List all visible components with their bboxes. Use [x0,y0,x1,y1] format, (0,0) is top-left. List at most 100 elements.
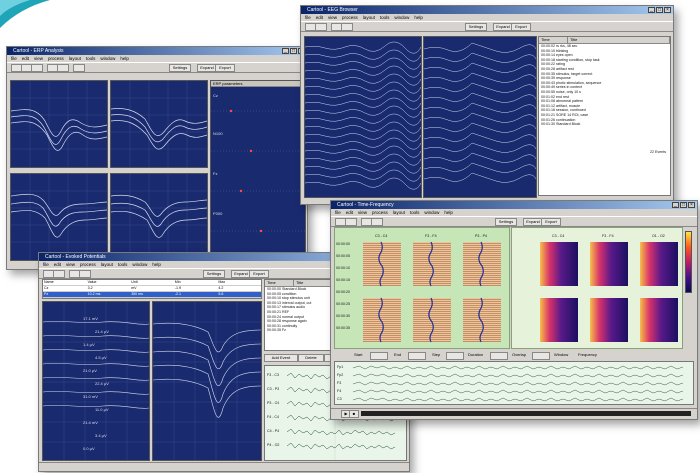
table-row[interactable]: Cz 3.2 mV -1.9 4.2 [43,286,261,292]
column-header[interactable]: Title [568,37,670,43]
toolbar-button[interactable] [73,64,85,72]
list-item[interactable]: 00:00:31 continuity [267,323,298,328]
control-field[interactable] [370,352,388,360]
export-button[interactable]: Export [215,64,235,72]
event-list[interactable]: Time Title 00:00:02 rs rks, 48 sec 00:00:… [538,36,671,196]
menu-file[interactable]: file [305,15,311,20]
settings-button[interactable]: Settings [495,218,517,226]
menu-edit[interactable]: edit [21,56,30,61]
list-item[interactable]: 00:01:16 session, continued [541,108,586,113]
maximize-button[interactable]: □ [680,202,687,208]
raster-panel[interactable]: 00:00:00 00:00:05 00:00:10 00:00:15 00:00:20… [334,227,510,349]
control-field[interactable] [532,352,550,360]
list-item[interactable]: 00:00:22 rating [541,62,565,67]
list-item[interactable]: 00:01:30 Standard Block [541,122,581,127]
menu-file[interactable]: file [335,210,341,215]
minimize-button[interactable]: _ [648,7,655,13]
menu-file[interactable]: file [11,56,17,61]
eeg-trace-panel[interactable] [423,36,537,198]
toolbar-button[interactable] [345,218,357,226]
menu-tools[interactable]: tools [379,15,390,20]
list-item[interactable]: 00:00:28 response again [267,319,307,324]
menu-view[interactable]: view [358,210,368,215]
list-item[interactable]: 00:01:12 artifact, muscle [541,103,581,108]
list-item[interactable]: 00:00:00 Standard Block [267,287,307,291]
evoked-panel[interactable] [152,301,262,461]
settings-button[interactable]: Settings [465,23,487,31]
menu-layout[interactable]: layout [100,262,113,267]
menu-help[interactable]: help [414,15,423,20]
list-item[interactable]: 00:00:55 noise, only 10 s [541,89,581,94]
menu-file[interactable]: file [43,262,49,267]
list-item[interactable]: 00:01:08 abnormal pattern [541,99,584,104]
menu-process[interactable]: process [342,15,358,20]
minimize-button[interactable]: _ [282,48,289,54]
expand-button[interactable]: Expand [197,64,217,72]
stop-button[interactable]: ■ [349,410,359,418]
list-item[interactable]: 00:01:26 continuation [541,117,576,122]
toolbar-button[interactable] [57,64,69,72]
list-item[interactable]: 00:00:10 blinking [541,48,569,53]
maximize-button[interactable]: □ [290,48,297,54]
menu-view[interactable]: view [34,56,44,61]
column-header[interactable]: Unit [131,280,138,284]
list-item[interactable]: 00:00:18 starting condition, stop task [541,57,600,62]
add-event-button[interactable]: Add Event [264,354,298,362]
list-item[interactable]: 00:00:35 stimulus, target correct [541,71,593,76]
menu-tools[interactable]: tools [117,262,128,267]
menu-window[interactable]: window [100,56,116,61]
menu-edit[interactable]: edit [315,15,324,20]
menu-window[interactable]: window [132,262,148,267]
time-frequency-panel[interactable]: C3 - C4 F3 - F4 O1 - O2 [511,227,683,349]
erp-panel[interactable] [10,173,108,261]
menu-process[interactable]: process [372,210,388,215]
column-header[interactable]: Name [44,280,54,284]
control-field[interactable] [408,352,426,360]
list-item[interactable]: 00:00:14 eyes open [541,53,573,58]
delete-event-button[interactable]: Delete [298,354,324,362]
menu-view[interactable]: view [328,15,338,20]
toolbar-button[interactable] [31,64,43,72]
minimize-button[interactable]: _ [672,202,679,208]
list-item[interactable]: 00:00:10 stop stimulus unit [267,296,310,301]
menu-tools[interactable]: tools [409,210,420,215]
toolbar-button[interactable] [315,23,327,31]
list-item[interactable]: 00:00:28 artifact rest [541,66,574,71]
column-header[interactable]: Value [87,280,97,284]
maximize-button[interactable]: □ [656,7,663,13]
list-item[interactable]: 00:00:24 normal output [267,314,304,319]
expand-button[interactable]: Expand [493,23,513,31]
eeg-trace-panel[interactable] [304,36,422,198]
menu-edit[interactable]: edit [53,262,62,267]
menu-process[interactable]: process [80,262,96,267]
measurement-table[interactable]: Name Value Unit Min Max Cz 3.2 mV -1.9 4… [42,279,262,299]
menu-edit[interactable]: edit [345,210,354,215]
export-button[interactable]: Export [541,218,561,226]
menu-layout[interactable]: layout [392,210,405,215]
settings-button[interactable]: Settings [203,270,225,278]
toolbar-button[interactable] [371,218,383,226]
list-item[interactable]: 00:00:02 rs rks, 48 sec [541,44,578,48]
list-item[interactable]: 00:00:21 REF [267,309,290,314]
export-button[interactable]: Export [249,270,269,278]
column-header[interactable]: Time [265,280,294,286]
list-item[interactable]: 00:00:17 stimulus audio [267,305,305,310]
column-header[interactable]: Max [218,280,226,284]
expand-button[interactable]: Expand [523,218,543,226]
column-header[interactable]: Min [174,280,181,284]
settings-button[interactable]: Settings [169,64,191,72]
marker-panel[interactable]: ERP parameters Cz N100 Fz P300 [210,80,306,261]
table-row-selected[interactable]: Pz 10.2 ms 350 ms -2.1 5.6 [43,292,261,298]
list-item[interactable]: 00:00:13 interval output, cut [267,300,312,305]
menu-help[interactable]: help [444,210,453,215]
list-item[interactable]: 00:00:49 series in context [541,85,582,90]
menu-process[interactable]: process [48,56,64,61]
eeg-strip[interactable]: Fp1 Fp2 F3 F4 C3 [334,361,694,405]
menu-layout[interactable]: layout [362,15,375,20]
close-button[interactable]: × [688,202,695,208]
expand-button[interactable]: Expand [231,270,251,278]
control-field[interactable] [446,352,464,360]
list-item[interactable]: 00:00:05 condition [267,291,297,296]
menu-tools[interactable]: tools [85,56,96,61]
list-item[interactable]: 00:00:43 photic stimulation, sequence [541,80,602,85]
